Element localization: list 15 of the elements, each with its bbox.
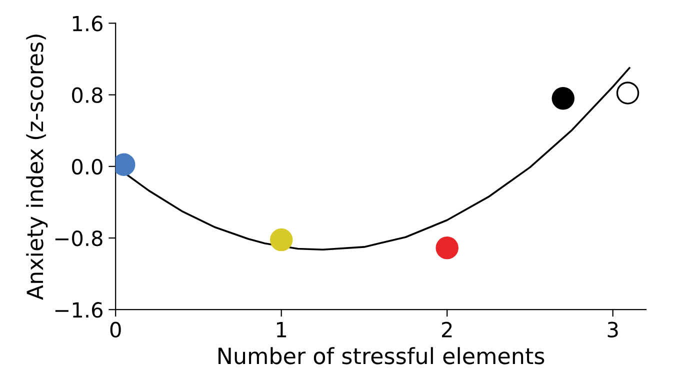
y-axis-title: Anxiety index (z-scores) [26, 34, 48, 300]
x-axis-title: Number of stressful elements [218, 347, 544, 364]
y-tick-label: −1.6 [55, 302, 102, 318]
y-tick-label: −0.8 [55, 230, 102, 246]
x-tick-label: 1 [277, 322, 286, 338]
y-tick-label: 1.6 [72, 16, 102, 32]
point [270, 228, 293, 252]
x-tick-label: 3 [608, 322, 618, 338]
x-tick-label: 2 [442, 322, 452, 338]
x-tick-label: 0 [110, 322, 121, 338]
point [436, 236, 458, 260]
point [616, 82, 640, 104]
point [552, 87, 574, 110]
y-tick-label: 0.8 [72, 87, 102, 104]
y-tick-label: 0.0 [72, 158, 102, 175]
